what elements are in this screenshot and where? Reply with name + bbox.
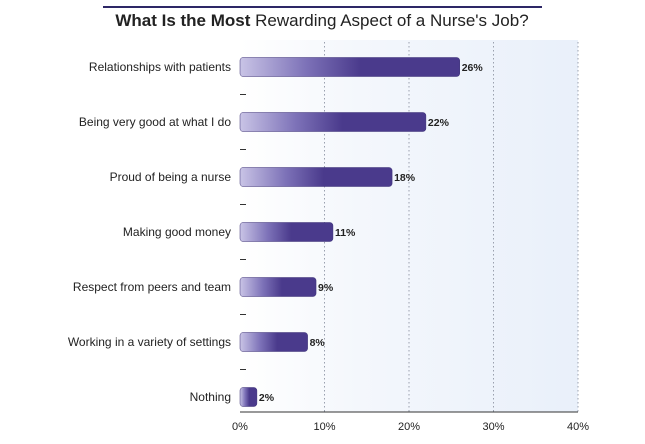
bar: [239, 167, 393, 187]
category-label: Making good money: [123, 225, 231, 239]
category-label: Relationships with patients: [89, 60, 231, 74]
x-tick-label: 30%: [482, 421, 504, 433]
bar: [239, 332, 308, 352]
category-label: Working in a variety of settings: [68, 335, 231, 349]
bar-value-label: 11%: [335, 227, 356, 239]
chart-title: What Is the Most Rewarding Aspect of a N…: [115, 11, 528, 30]
x-tick-label: 0%: [232, 421, 248, 433]
chart-title-bold: What Is the Most: [115, 11, 250, 30]
bar: [239, 277, 317, 297]
x-tick-label: 40%: [567, 421, 589, 433]
axis-ticks: 0% 10% 20% 30% 40%: [232, 94, 589, 433]
x-tick-label: 20%: [398, 421, 420, 433]
category-labels: Relationships with patients Being very go…: [68, 60, 232, 404]
category-label: Respect from peers and team: [73, 280, 231, 294]
bar: [239, 387, 258, 407]
category-label: Proud of being a nurse: [110, 170, 232, 184]
category-label: Being very good at what I do: [79, 115, 231, 129]
chart-title-regular: Rewarding Aspect of a Nurse's Job?: [255, 11, 529, 30]
bar-value-label: 26%: [462, 62, 484, 74]
bars: 26% 22% 18% 11% 9% 8% 2%: [239, 57, 484, 407]
bar-value-label: 18%: [394, 172, 416, 184]
bar: [239, 222, 334, 242]
bar-value-label: 8%: [310, 337, 326, 349]
bar: [239, 112, 427, 132]
x-tick-label: 10%: [313, 421, 335, 433]
category-label: Nothing: [190, 390, 231, 404]
bar: [239, 57, 460, 77]
bar-value-label: 9%: [318, 282, 334, 294]
bar-value-label: 22%: [428, 117, 450, 129]
bar-value-label: 2%: [259, 392, 275, 404]
